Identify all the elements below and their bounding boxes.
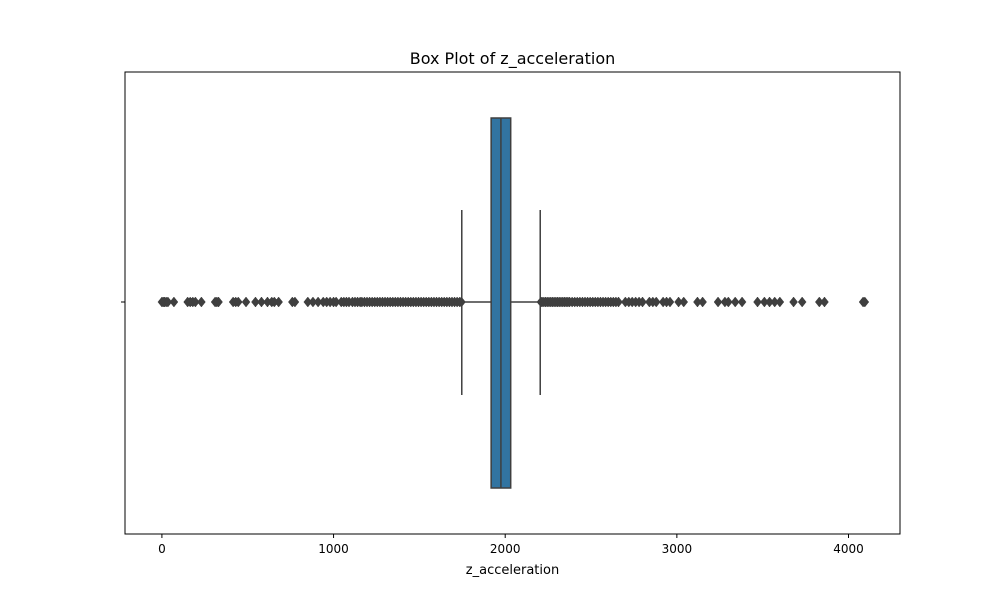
outlier-point — [290, 296, 300, 308]
outlier-point — [665, 296, 675, 308]
outlier-point — [233, 296, 243, 308]
outlier-point — [679, 296, 689, 308]
outlier-point — [214, 296, 223, 308]
outlier-point — [241, 296, 251, 308]
outlier-point — [797, 296, 807, 308]
outlier-point — [274, 296, 283, 308]
outlier-point — [730, 296, 740, 308]
x-tick-label: 4000 — [833, 542, 864, 556]
outlier-point — [860, 296, 870, 308]
outlier-point — [698, 296, 707, 308]
plot-area — [157, 117, 870, 489]
x-tick-label: 3000 — [662, 542, 693, 556]
x-tick-label: 2000 — [490, 542, 521, 556]
outlier-point — [713, 296, 723, 308]
outlier-point — [457, 296, 466, 308]
outlier-point — [737, 296, 747, 308]
outlier-point — [775, 296, 785, 308]
x-axis: 0 1000 2000 3000 4000 — [121, 301, 864, 556]
outlier-point — [651, 296, 661, 308]
x-axis-label: z_acceleration — [466, 563, 559, 578]
outlier-point — [251, 296, 260, 308]
outlier-point — [197, 296, 206, 308]
outlier-point — [614, 296, 623, 308]
plot-frame — [124, 71, 901, 535]
outlier-point — [191, 296, 200, 308]
outlier-point — [753, 296, 762, 308]
outlier-point — [789, 296, 798, 308]
outlier-point — [638, 296, 647, 308]
outlier-point — [820, 296, 829, 308]
outlier-point — [169, 296, 179, 308]
chart-title: Box Plot of z_acceleration — [410, 49, 616, 69]
x-tick-label: 1000 — [318, 542, 349, 556]
x-tick-label: 0 — [158, 542, 166, 556]
outlier-point — [163, 296, 173, 308]
outlier-point — [724, 296, 733, 308]
outlier-point — [257, 296, 266, 308]
